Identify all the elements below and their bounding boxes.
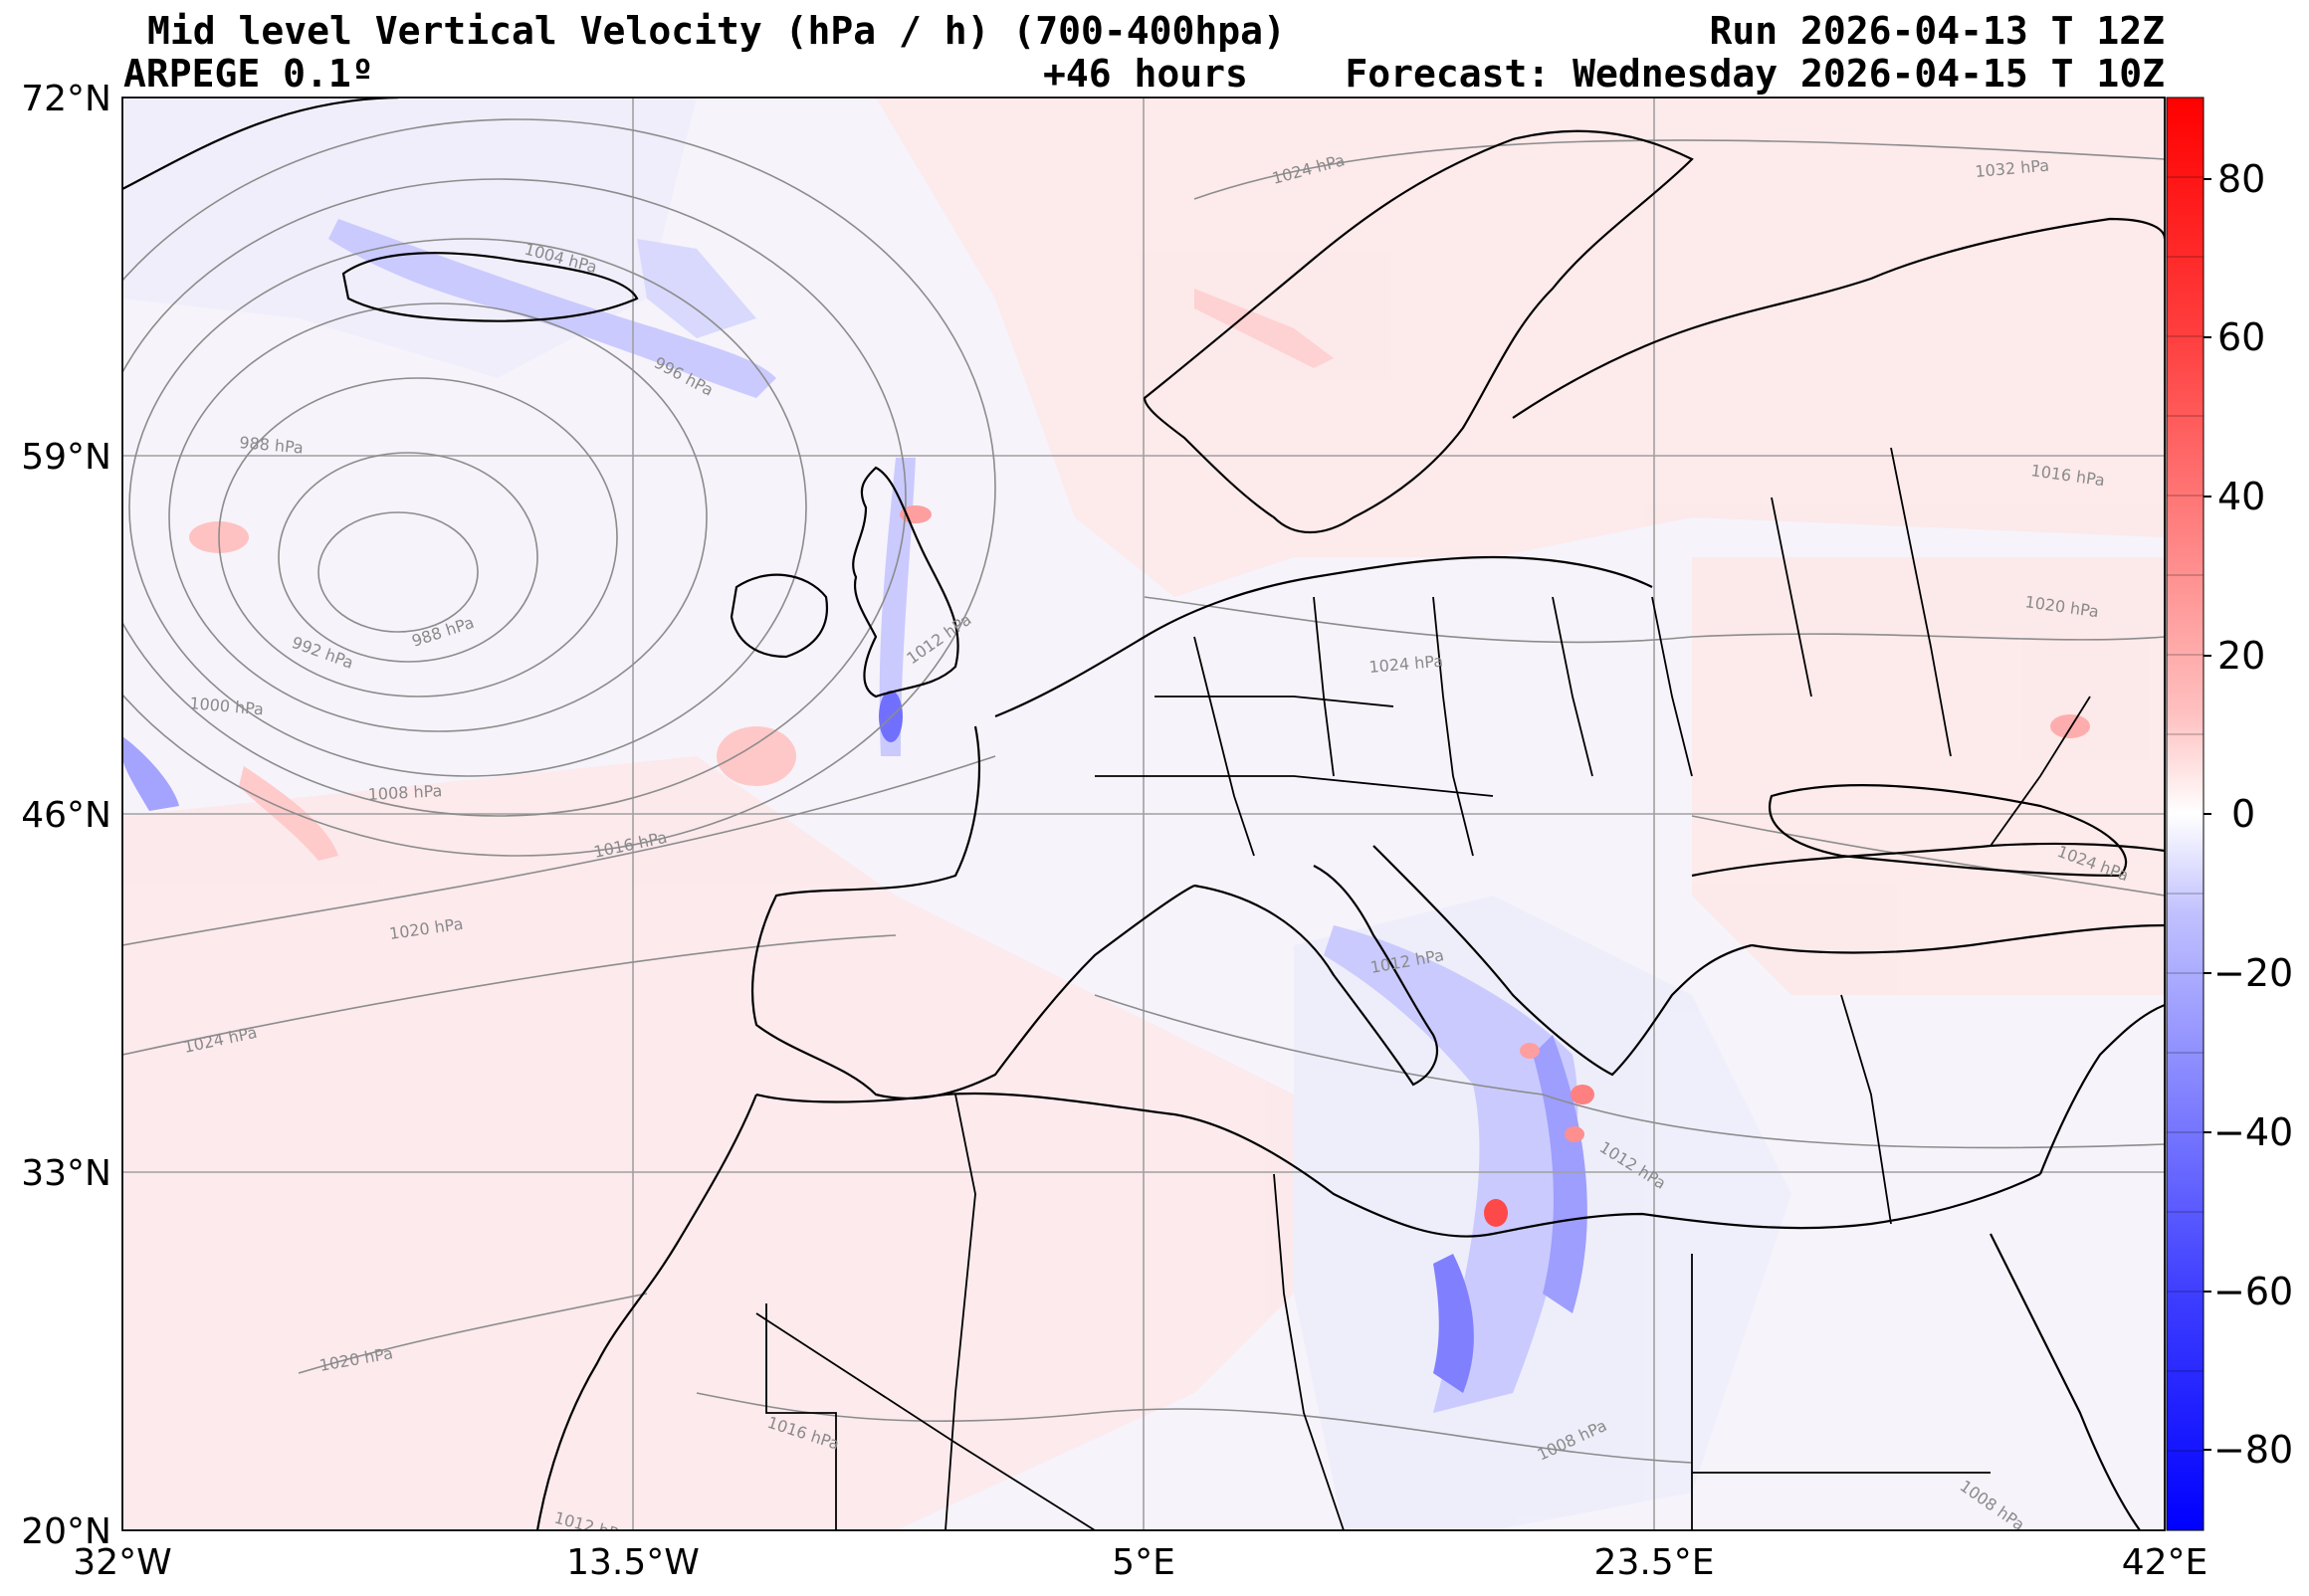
forecast-label: Forecast: Wednesday 2026-04-15 T 10Z (1345, 52, 2165, 96)
map-frame (121, 97, 2166, 1531)
lead-time-label: +46 hours (1043, 52, 1248, 96)
colorbar-tick: 60 (2217, 315, 2265, 359)
country-borders (755, 447, 2091, 1530)
colorbar-tick: 20 (2217, 634, 2265, 678)
longitude-ticks: 32°W 13.5°W 5°E 23.5°E 42°E (73, 1542, 2207, 1583)
lon-tick: 5°E (1112, 1542, 1175, 1583)
lat-tick: 33°N (21, 1153, 111, 1194)
colorbar-tick: −60 (2213, 1270, 2293, 1313)
colorbar: 80 60 40 20 0 −20 −40 −60 −80 (2166, 97, 2293, 1531)
lat-tick: 72°N (21, 79, 111, 119)
lat-tick: 59°N (21, 437, 111, 478)
colorbar-tick: −20 (2213, 951, 2293, 995)
run-label: Run 2026-04-13 T 12Z (1709, 9, 2165, 53)
coastlines (122, 98, 2165, 1530)
latitude-ticks: 72°N 59°N 46°N 33°N 20°N (21, 79, 111, 1552)
lon-tick: 42°E (2122, 1542, 2208, 1583)
lat-tick: 46°N (21, 795, 111, 836)
lon-tick: 23.5°E (1594, 1542, 1715, 1583)
colorbar-tick: 80 (2217, 157, 2265, 201)
colorbar-tick: −80 (2213, 1428, 2293, 1472)
colorbar-tick: 40 (2217, 475, 2265, 518)
chart-title: Mid level Vertical Velocity (hPa / h) (7… (147, 9, 1286, 53)
colorbar-tickmarks (2204, 178, 2211, 1451)
colorbar-gradient (2167, 98, 2204, 1530)
isobars (122, 118, 2165, 1464)
lon-tick: 13.5°W (566, 1542, 700, 1583)
lon-tick: 32°W (73, 1542, 171, 1583)
map-area[interactable]: 1024 hPa 1032 hPa 1004 hPa 996 hPa 988 h… (40, 98, 2165, 1545)
colorbar-tick: 0 (2231, 792, 2255, 836)
lat-tick: 20°N (21, 1511, 111, 1552)
isobar-label: 1008 hPa (367, 781, 443, 804)
graticule (122, 98, 2165, 1530)
model-label: ARPEGE 0.1º (123, 52, 374, 96)
colorbar-dividers (2167, 176, 2204, 1452)
colorbar-tick: −40 (2213, 1110, 2293, 1154)
